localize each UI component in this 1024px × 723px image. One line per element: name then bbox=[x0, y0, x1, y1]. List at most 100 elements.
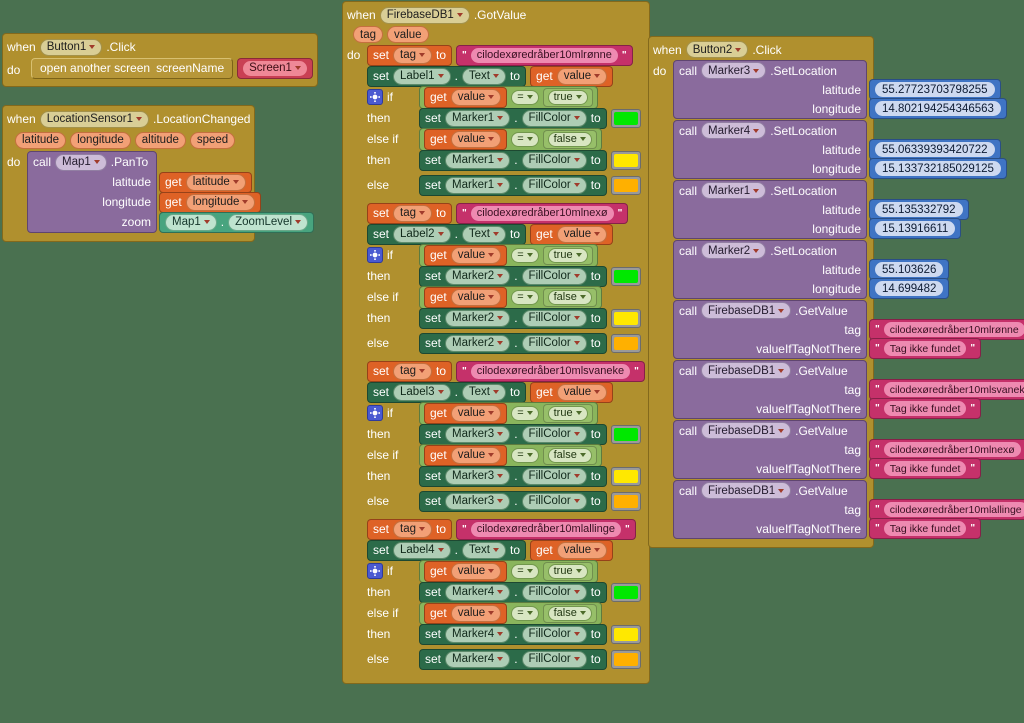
block-logic-false[interactable]: false bbox=[542, 445, 597, 465]
marker-component-dropdown[interactable]: Marker4 bbox=[445, 650, 511, 668]
block-when-button1-click[interactable]: when Button1 .Click do open another scre… bbox=[2, 33, 318, 87]
number-value[interactable]: 55.27723703798255 bbox=[875, 82, 995, 97]
block-set-label-text[interactable]: set Label3 . Text to bbox=[367, 381, 527, 403]
string-value[interactable]: cilodexøredråber10mlnexø bbox=[470, 205, 614, 221]
number-value[interactable]: 15.133732185029125 bbox=[875, 161, 1001, 176]
firebase-component-dropdown[interactable]: FirebaseDB1 bbox=[701, 362, 792, 379]
block-get-value[interactable]: get value bbox=[424, 128, 508, 150]
variable-dropdown[interactable]: value bbox=[450, 88, 502, 106]
marker-component-dropdown[interactable]: Marker4 bbox=[445, 583, 511, 601]
marker-component-dropdown[interactable]: Marker3 bbox=[701, 62, 767, 79]
block-text-string-tag[interactable]: " cilodexøredråber10mlrønne " bbox=[869, 319, 1024, 340]
property-dropdown[interactable]: Text bbox=[461, 67, 506, 85]
block-call-marker-setlocation[interactable]: call Marker2 .SetLocation latitude bbox=[673, 240, 950, 299]
block-call-firebase-getvalue[interactable]: call FirebaseDB1 .GetValue tag bbox=[673, 420, 1024, 479]
block-set-variable-tag[interactable]: set tag to bbox=[367, 360, 453, 382]
block-call-marker-setlocation[interactable]: call Marker1 .SetLocation latitude bbox=[673, 180, 969, 239]
property-dropdown[interactable]: FillColor bbox=[521, 334, 587, 352]
string-value[interactable]: cilodexøredråber10mlnexø bbox=[883, 442, 1021, 457]
block-call-firebase-getvalue[interactable]: call FirebaseDB1 .GetValue tag bbox=[673, 360, 1024, 419]
block-set-marker-fillcolor[interactable]: set Marker2 . FillColor to bbox=[419, 332, 607, 354]
logic-dropdown[interactable]: false bbox=[547, 447, 592, 463]
string-value[interactable]: Tag ikke fundet bbox=[883, 401, 967, 416]
variable-dropdown[interactable]: value bbox=[450, 604, 502, 622]
block-text-string[interactable]: " cilodexøredråber10mlallinge " bbox=[456, 518, 636, 540]
variable-dropdown[interactable]: value bbox=[450, 288, 502, 306]
block-color-yellow[interactable] bbox=[610, 150, 641, 170]
property-dropdown[interactable]: FillColor bbox=[521, 109, 587, 127]
block-equals-comparison[interactable]: get value = bbox=[419, 601, 602, 625]
block-number-longitude[interactable]: 14.699482 bbox=[869, 278, 950, 299]
number-value[interactable]: 14.699482 bbox=[875, 281, 944, 296]
property-dropdown[interactable]: ZoomLevel bbox=[228, 213, 309, 231]
block-set-marker-fillcolor[interactable]: set Marker2 . FillColor to bbox=[419, 307, 607, 329]
block-color-yellow[interactable] bbox=[610, 624, 641, 644]
label-component-dropdown[interactable]: Label4 bbox=[393, 541, 451, 559]
string-value[interactable]: cilodexøredråber10mlsvaneke bbox=[470, 363, 631, 379]
marker-component-dropdown[interactable]: Marker2 bbox=[445, 267, 511, 285]
comparison-operator-dropdown[interactable]: = bbox=[511, 289, 539, 305]
firebase-component-dropdown[interactable]: FirebaseDB1 bbox=[379, 6, 470, 24]
block-color-green[interactable] bbox=[610, 108, 641, 128]
block-set-marker-fillcolor[interactable]: set Marker3 . FillColor to bbox=[419, 423, 607, 445]
variable-dropdown[interactable]: value bbox=[450, 562, 502, 580]
variable-dropdown[interactable]: value bbox=[450, 130, 502, 148]
block-get-value[interactable]: get value bbox=[424, 402, 508, 424]
comparison-operator-dropdown[interactable]: = bbox=[511, 447, 539, 463]
logic-dropdown[interactable]: true bbox=[547, 563, 588, 579]
block-number-longitude[interactable]: 15.133732185029125 bbox=[869, 158, 1007, 179]
variable-dropdown[interactable]: value bbox=[556, 383, 608, 401]
block-get-value[interactable]: get value bbox=[530, 381, 614, 403]
block-call-map-panto[interactable]: call Map1 .PanTo latitude bbox=[27, 151, 315, 233]
label-component-dropdown[interactable]: Label3 bbox=[393, 383, 451, 401]
marker-component-dropdown[interactable]: Marker4 bbox=[701, 122, 767, 139]
block-text-string-fallback[interactable]: " Tag ikke fundet " bbox=[869, 518, 982, 539]
string-value[interactable]: cilodexøredråber10mlallinge bbox=[470, 521, 621, 537]
comparison-operator-dropdown[interactable]: = bbox=[511, 89, 539, 105]
block-text-string-tag[interactable]: " cilodexøredråber10mlsvaneke " bbox=[869, 379, 1024, 400]
block-equals-comparison[interactable]: get value = bbox=[419, 401, 598, 425]
logic-dropdown[interactable]: true bbox=[547, 247, 588, 263]
block-set-marker-fillcolor[interactable]: set Marker2 . FillColor to bbox=[419, 265, 607, 287]
block-color-orange[interactable] bbox=[610, 649, 641, 669]
block-set-marker-fillcolor[interactable]: set Marker3 . FillColor to bbox=[419, 465, 607, 487]
number-value[interactable]: 14.802194254346563 bbox=[875, 101, 1001, 116]
variable-dropdown[interactable]: value bbox=[450, 404, 502, 422]
marker-component-dropdown[interactable]: Marker4 bbox=[445, 625, 511, 643]
block-equals-comparison[interactable]: get value = bbox=[419, 443, 602, 467]
block-color-orange[interactable] bbox=[610, 333, 641, 353]
property-dropdown[interactable]: FillColor bbox=[521, 625, 587, 643]
firebase-component-dropdown[interactable]: FirebaseDB1 bbox=[701, 482, 792, 499]
property-dropdown[interactable]: FillColor bbox=[521, 650, 587, 668]
marker-component-dropdown[interactable]: Marker1 bbox=[445, 109, 511, 127]
block-text-string-fallback[interactable]: " Tag ikke fundet " bbox=[869, 458, 982, 479]
block-text-string[interactable]: " cilodexøredråber10mlnexø " bbox=[456, 202, 629, 224]
block-get-variable[interactable]: get latitude bbox=[159, 171, 252, 193]
block-get-value[interactable]: get value bbox=[424, 560, 508, 582]
block-get-value[interactable]: get value bbox=[530, 65, 614, 87]
firebase-component-dropdown[interactable]: FirebaseDB1 bbox=[701, 302, 792, 319]
mutator-gear-icon[interactable] bbox=[367, 89, 383, 105]
number-value[interactable]: 15.13916611 bbox=[875, 221, 956, 236]
block-color-orange[interactable] bbox=[610, 491, 641, 511]
number-value[interactable]: 55.06339393420722 bbox=[875, 142, 995, 157]
variable-dropdown[interactable]: tag bbox=[393, 204, 433, 222]
comparison-operator-dropdown[interactable]: = bbox=[511, 247, 539, 263]
marker-component-dropdown[interactable]: Marker1 bbox=[445, 151, 511, 169]
block-equals-comparison[interactable]: get value = bbox=[419, 559, 598, 583]
block-equals-comparison[interactable]: get value = bbox=[419, 285, 602, 309]
number-value[interactable]: 55.135332792 bbox=[875, 202, 963, 217]
block-open-another-screen[interactable]: open another screen screenName bbox=[31, 57, 234, 79]
mutator-gear-icon[interactable] bbox=[367, 405, 383, 421]
marker-component-dropdown[interactable]: Marker2 bbox=[701, 242, 767, 259]
block-set-marker-fillcolor[interactable]: set Marker1 . FillColor to bbox=[419, 107, 607, 129]
block-color-yellow[interactable] bbox=[610, 308, 641, 328]
block-get-value[interactable]: get value bbox=[424, 244, 508, 266]
map-component-dropdown[interactable]: Map1 bbox=[55, 153, 107, 171]
block-set-label-text[interactable]: set Label1 . Text to bbox=[367, 65, 527, 87]
block-color-green[interactable] bbox=[610, 424, 641, 444]
block-set-marker-fillcolor[interactable]: set Marker4 . FillColor to bbox=[419, 581, 607, 603]
block-get-value[interactable]: get value bbox=[424, 444, 508, 466]
marker-component-dropdown[interactable]: Marker1 bbox=[701, 182, 767, 199]
